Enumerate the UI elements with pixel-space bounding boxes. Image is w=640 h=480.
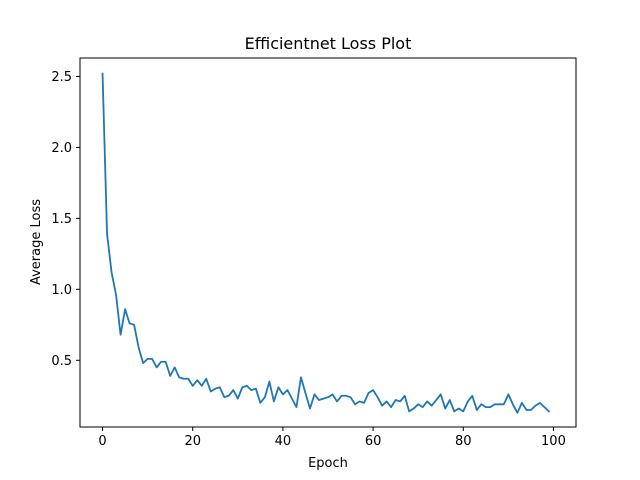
y-tick-label: 0.5 [51, 354, 72, 369]
y-tick-label: 1.5 [51, 212, 72, 227]
axes-frame [79, 57, 577, 428]
y-tick-label: 1.0 [51, 283, 72, 298]
y-axis-label: Average Loss [29, 199, 44, 285]
y-axis-ticks: 0.5 1.0 1.5 2.0 2.5 [51, 70, 80, 369]
y-tick-label: 2.0 [51, 141, 72, 156]
x-axis-ticks: 0 20 40 60 80 100 [98, 427, 566, 449]
x-tick-label: 60 [365, 434, 382, 449]
y-tick-label: 2.5 [51, 70, 72, 85]
x-tick-label: 0 [98, 434, 106, 449]
x-tick-label: 40 [275, 434, 292, 449]
chart-title: Efficientnet Loss Plot [245, 34, 412, 53]
x-tick-label: 20 [184, 434, 201, 449]
x-tick-label: 100 [541, 434, 566, 449]
x-tick-label: 80 [455, 434, 472, 449]
x-axis-label: Epoch [308, 456, 348, 471]
plot-area [101, 72, 551, 414]
loss-series-line [101, 72, 551, 414]
